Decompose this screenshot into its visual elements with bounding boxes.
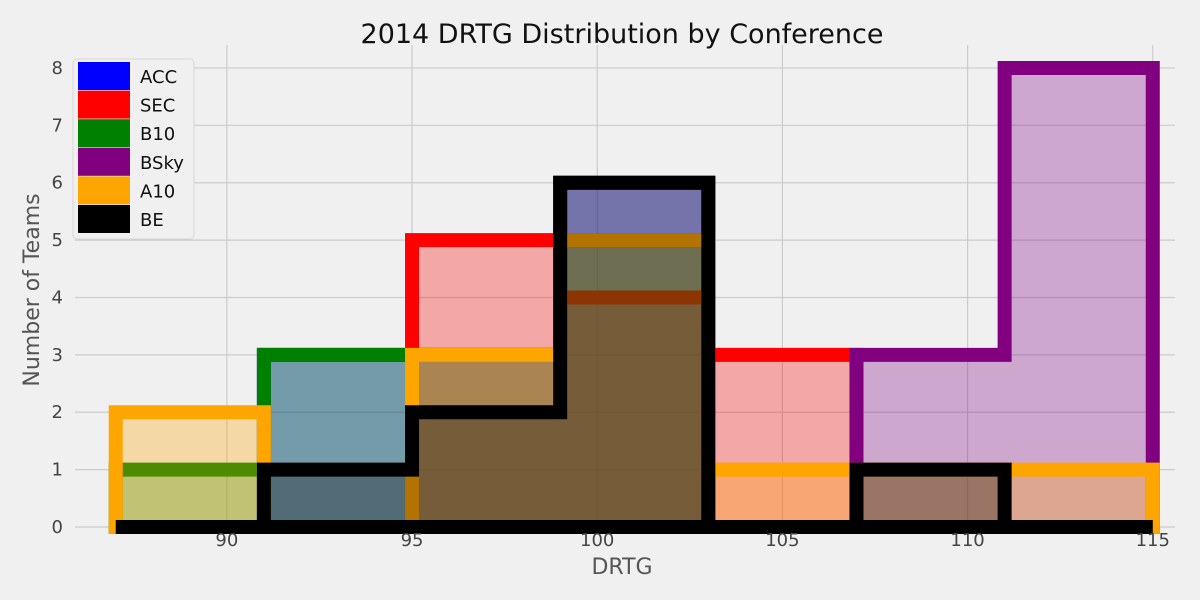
legend-label-be: BE bbox=[140, 210, 164, 231]
legend-label-sec: SEC bbox=[140, 96, 175, 117]
y-tick-label: 1 bbox=[52, 460, 63, 481]
legend-label-acc: ACC bbox=[140, 67, 177, 88]
x-tick-label: 115 bbox=[1136, 530, 1170, 551]
y-tick-label: 3 bbox=[52, 345, 63, 366]
x-tick-label: 110 bbox=[950, 530, 984, 551]
y-tick-label: 7 bbox=[52, 115, 63, 136]
legend-swatch-acc bbox=[78, 62, 130, 90]
legend-swatch-a10 bbox=[78, 176, 130, 205]
histogram-bars bbox=[108, 60, 1160, 534]
bar-fill-bsky bbox=[115, 67, 1153, 527]
x-tick-label: 95 bbox=[401, 530, 424, 551]
y-tick-label: 8 bbox=[52, 58, 63, 79]
bar-fill-sec bbox=[115, 240, 1153, 527]
y-tick-label: 6 bbox=[52, 173, 63, 194]
x-tick-label: 105 bbox=[765, 530, 799, 551]
legend-swatch-sec bbox=[78, 90, 130, 119]
x-axis-title: DRTG bbox=[591, 555, 652, 580]
x-tick-label: 100 bbox=[580, 530, 614, 551]
legend-swatch-bsky bbox=[78, 147, 130, 176]
x-tick-label: 90 bbox=[215, 530, 238, 551]
legend-label-bsky: BSky bbox=[140, 153, 184, 174]
x-axis-ticks: 90 95 100 105 110 115 bbox=[215, 530, 1170, 551]
chart-title: 2014 DRTG Distribution by Conference bbox=[361, 19, 884, 50]
legend-swatch-b10 bbox=[78, 119, 130, 148]
bar-fill-b10 bbox=[115, 240, 1153, 527]
y-axis-title: Number of Teams bbox=[20, 193, 45, 386]
bar-edge-be bbox=[115, 175, 1153, 534]
legend-label-b10: B10 bbox=[140, 124, 175, 145]
legend-swatch-be bbox=[78, 205, 130, 233]
bar-fill-be bbox=[115, 182, 1153, 527]
y-tick-label: 4 bbox=[52, 287, 63, 308]
legend-label-a10: A10 bbox=[140, 181, 175, 202]
y-axis-ticks: 0 1 2 3 4 5 6 7 8 bbox=[52, 58, 63, 538]
legend: ACC SEC B10 BSky A10 BE bbox=[72, 58, 195, 240]
bar-fill-a10 bbox=[115, 240, 1153, 527]
y-tick-label: 0 bbox=[52, 517, 63, 538]
y-tick-label: 2 bbox=[52, 402, 63, 423]
series-be bbox=[115, 175, 1153, 534]
bar-fill-acc bbox=[115, 182, 1153, 527]
y-tick-label: 5 bbox=[52, 230, 63, 251]
